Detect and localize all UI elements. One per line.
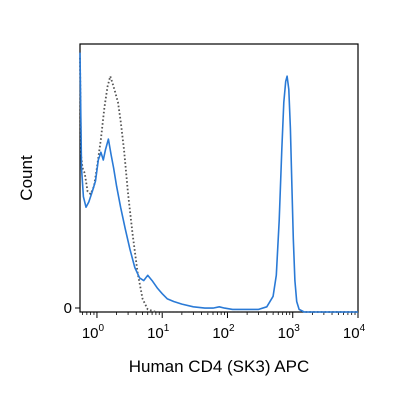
series-group: [79, 52, 358, 313]
x-tick-label: 103: [278, 323, 301, 342]
x-axis-title: Human CD4 (SK3) APC: [129, 357, 309, 376]
y-axis-title: Count: [17, 155, 36, 201]
stained-histogram-line: [79, 52, 358, 313]
plot-frame: [79, 43, 359, 313]
y-tick-label: 0: [64, 300, 72, 317]
x-tick-label: 101: [147, 323, 170, 342]
control-histogram-line: [79, 57, 358, 313]
x-tick-label: 102: [212, 323, 235, 342]
x-axis-ticks: 100 101 102 103 104: [75, 307, 366, 342]
x-tick-label: 104: [343, 323, 366, 342]
x-tick-label: 100: [82, 323, 105, 342]
